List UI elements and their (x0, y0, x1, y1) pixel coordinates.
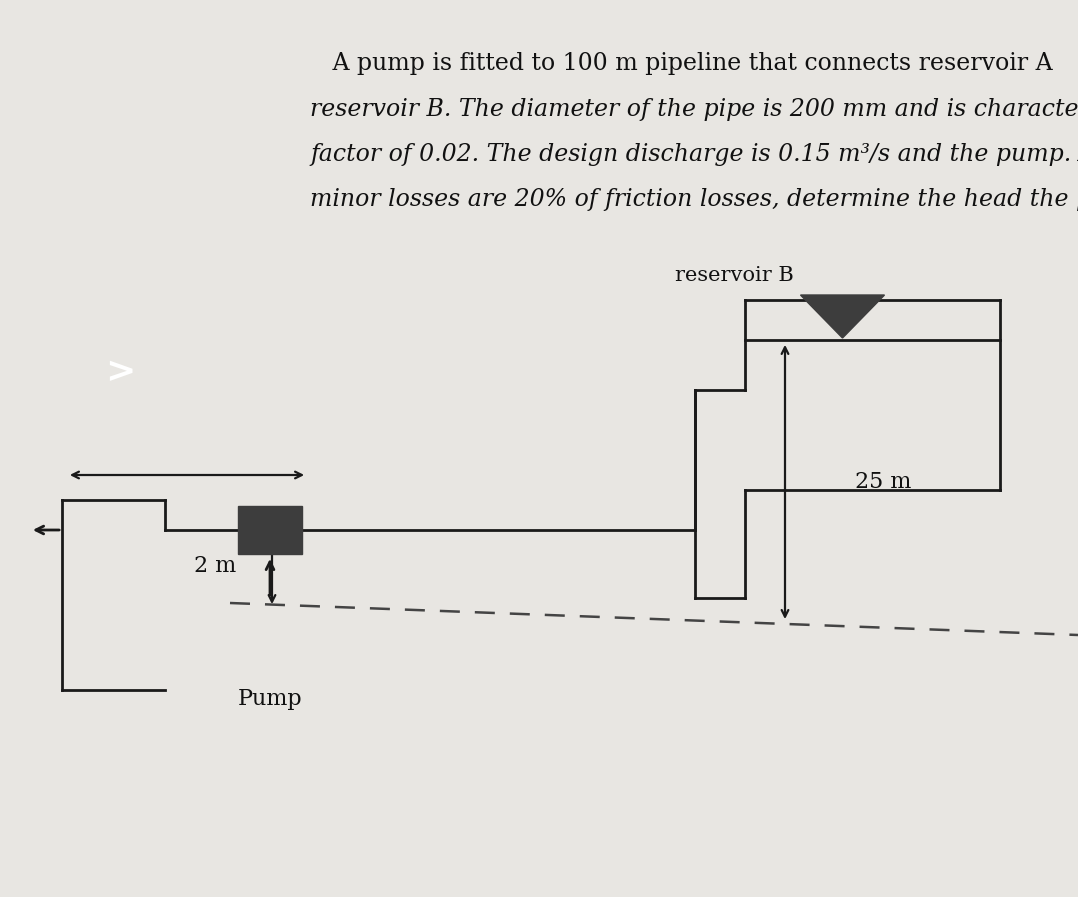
Text: factor of 0.02. The design discharge is 0.15 m³/s and the pump. Assuming tha: factor of 0.02. The design discharge is … (310, 143, 1078, 166)
Text: minor losses are 20% of friction losses, determine the head the pump must pr: minor losses are 20% of friction losses,… (310, 188, 1078, 211)
Text: reservoir B. The diameter of the pipe is 200 mm and is characterized by a fric: reservoir B. The diameter of the pipe is… (310, 98, 1078, 121)
Bar (238, 506, 302, 554)
Text: >: > (105, 355, 136, 389)
Text: Pump: Pump (237, 688, 302, 710)
Text: A pump is fitted to 100 m pipeline that connects reservoir A: A pump is fitted to 100 m pipeline that … (310, 52, 1060, 75)
Polygon shape (801, 295, 885, 338)
Text: reservoir B: reservoir B (675, 266, 793, 285)
Text: 25 m: 25 m (855, 471, 911, 493)
Text: 2 m: 2 m (194, 555, 236, 578)
